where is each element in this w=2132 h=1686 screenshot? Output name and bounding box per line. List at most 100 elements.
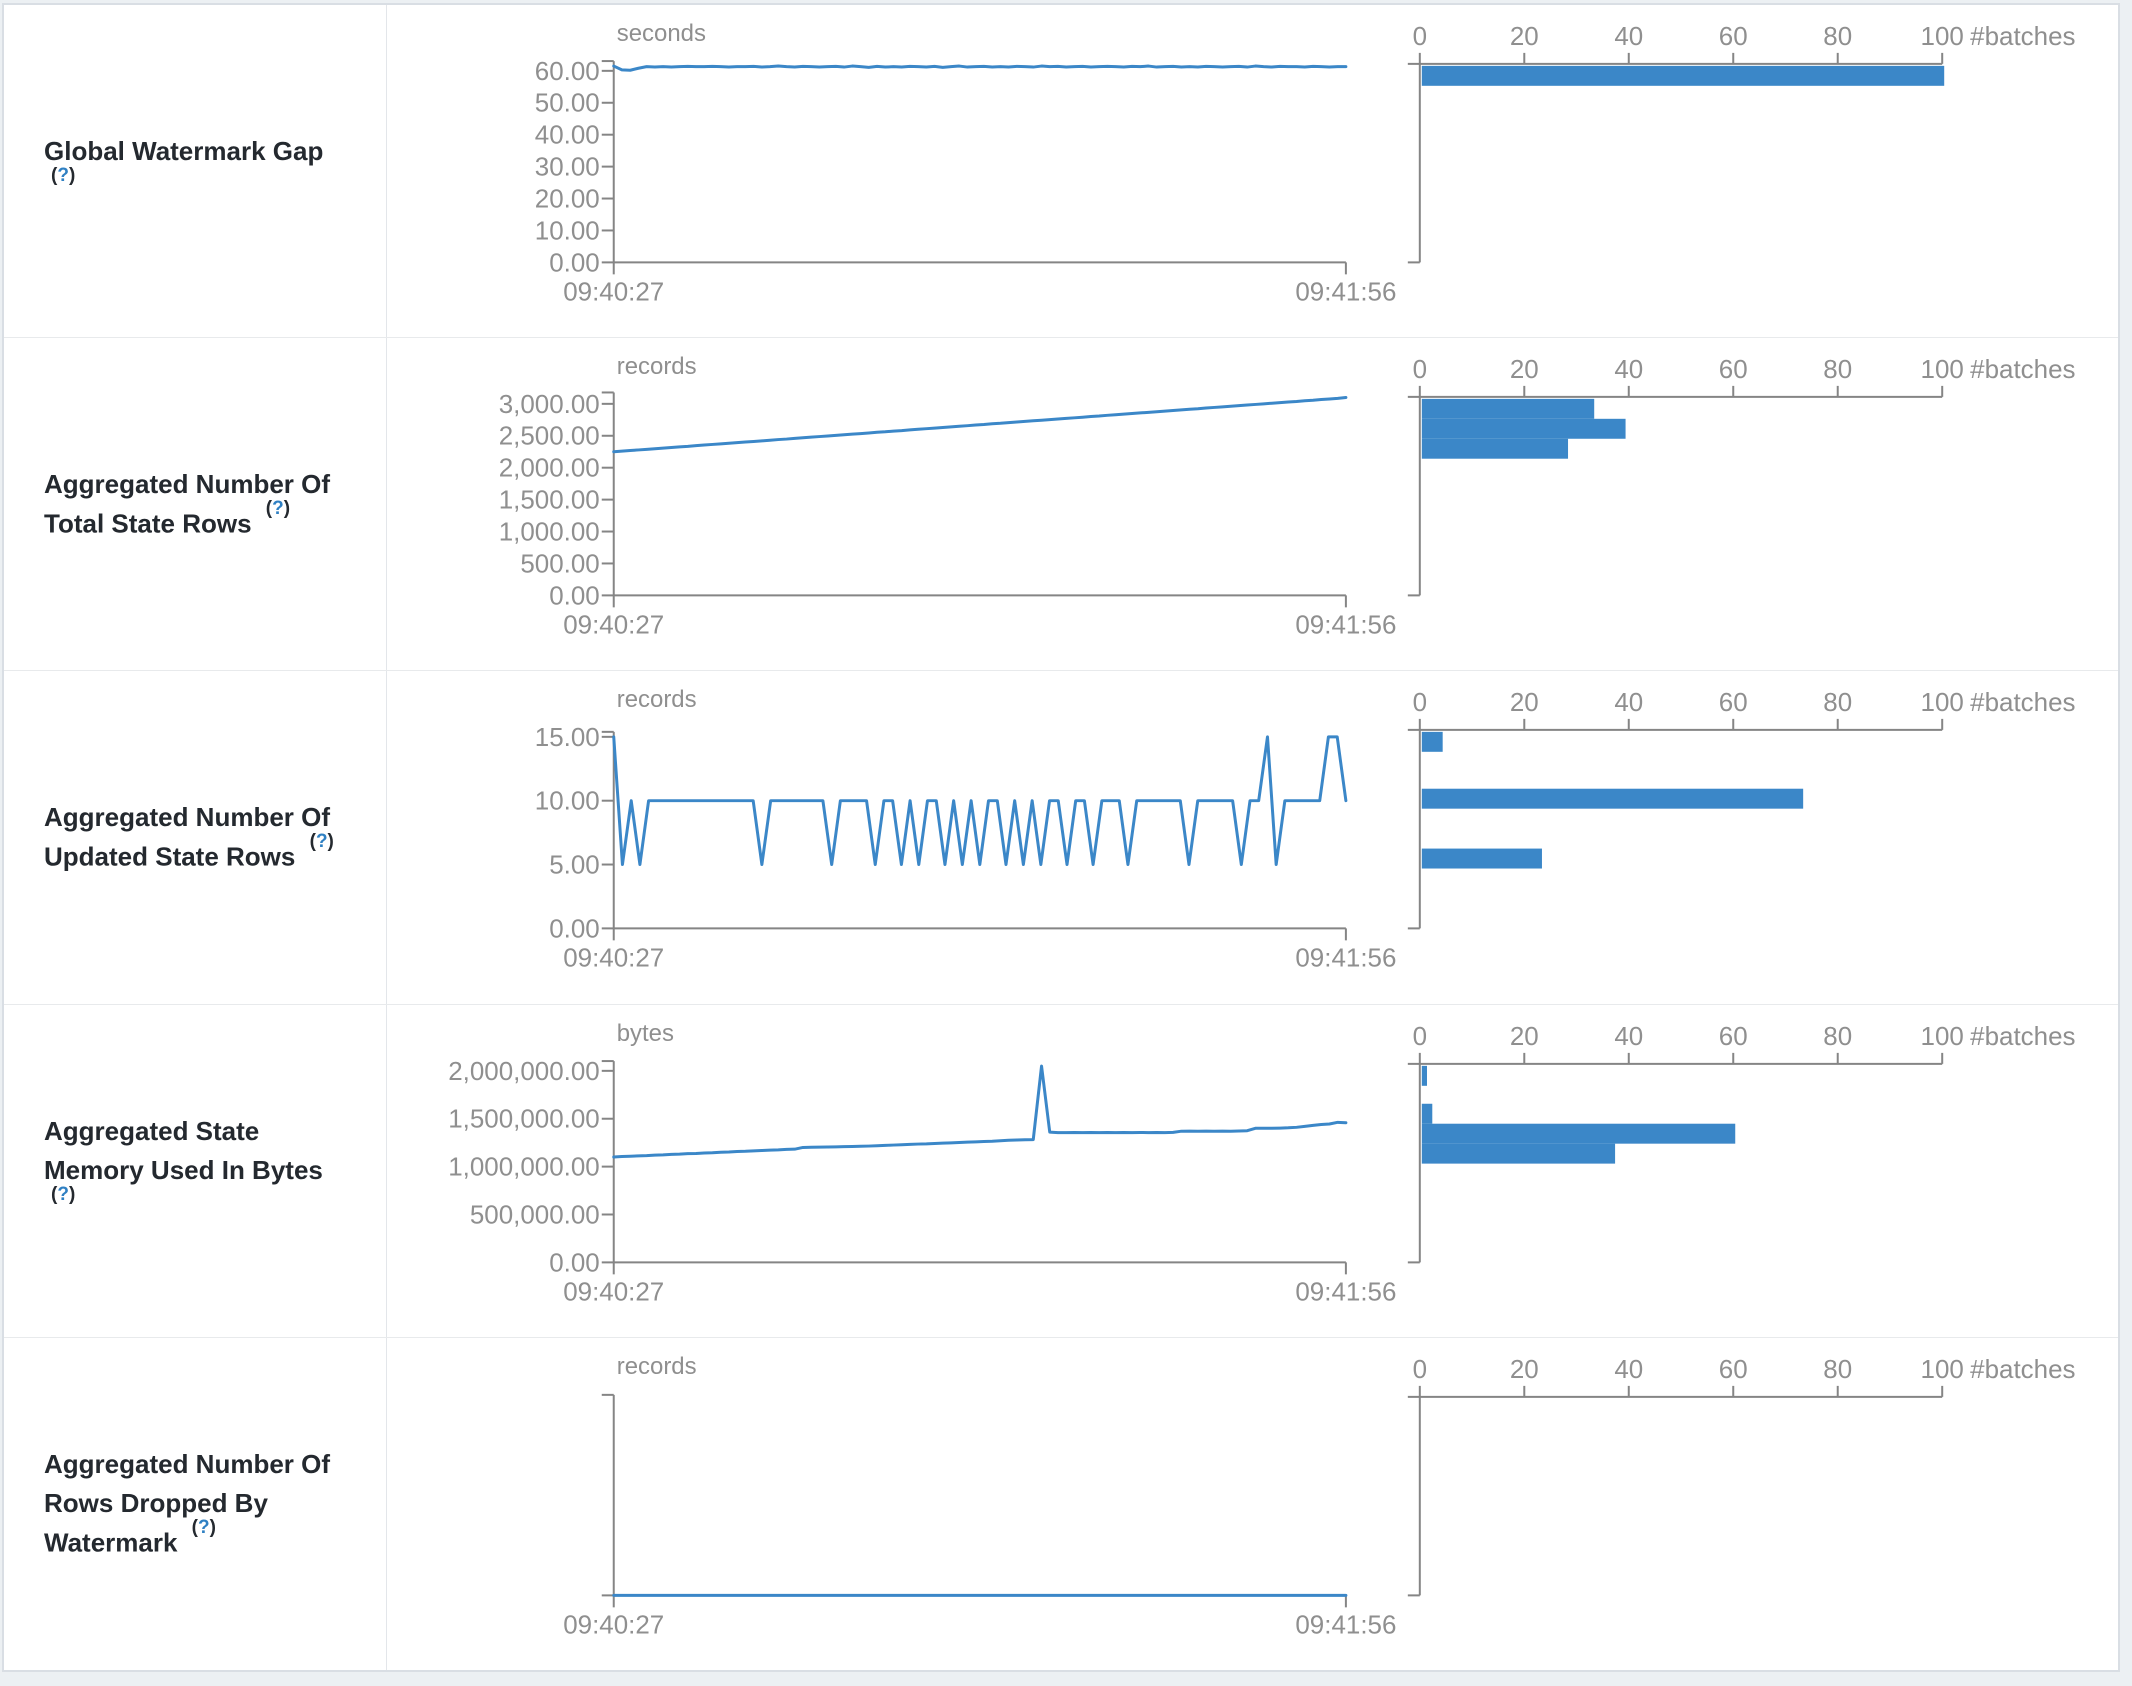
histogram-x-tick-label: 0 <box>1413 689 1427 717</box>
timeline-x-start-label: 09:40:27 <box>563 612 664 640</box>
metric-title: Aggregated Number Of Rows Dropped By Wat… <box>4 1445 354 1563</box>
histogram-x-tick-label: 0 <box>1413 1023 1427 1051</box>
histogram-axis-unit-label: #batches <box>1970 1023 2075 1051</box>
histogram-x-tick-label: 40 <box>1614 23 1643 51</box>
question-mark-icon: ? <box>315 831 328 853</box>
histogram-axis-unit-label: #batches <box>1970 23 2075 51</box>
timeline-series-line <box>612 735 1348 867</box>
histogram-x-tick-label: 60 <box>1719 23 1748 51</box>
histogram-x-tick-label: 80 <box>1823 1023 1852 1051</box>
metric-label-cell: Aggregated State Memory Used In Bytes (?… <box>4 1004 387 1337</box>
help-icon[interactable]: (?) <box>191 1517 216 1539</box>
help-icon[interactable]: (?) <box>51 1183 76 1205</box>
timeline-y-tick-label: 500,000.00 <box>470 1201 600 1229</box>
timeline-x-end-label: 09:41:56 <box>1295 945 1396 973</box>
histogram-x-tick-label: 80 <box>1823 356 1852 384</box>
histogram-x-tick-label: 20 <box>1510 689 1539 717</box>
histogram-x-tick-label: 100 <box>1921 23 1964 51</box>
histogram-bar <box>1421 1143 1616 1164</box>
timeline-y-tick-label: 40.00 <box>535 122 600 150</box>
metric-row-aggregated-number-of-rows-dropped-by-watermark: Aggregated Number Of Rows Dropped By Wat… <box>4 1336 2118 1671</box>
question-mark-icon: ? <box>57 1183 69 1205</box>
histogram-x-tick-label: 100 <box>1921 689 1964 717</box>
histogram-x-tick-label: 20 <box>1510 356 1539 384</box>
question-mark-icon: ? <box>198 1517 210 1539</box>
metric-charts-svg: records 3,000.00 2,500.00 2,000.00 1,500.00 1… <box>499 353 2076 640</box>
histogram-x-tick-label: 40 <box>1614 1356 1643 1384</box>
metric-row-aggregated-number-of-total-state-rows: Aggregated Number Of Total State Rows (?… <box>4 337 2118 671</box>
timeline-x-end-label: 09:41:56 <box>1295 1611 1396 1639</box>
timeline-y-tick-label: 30.00 <box>535 154 600 182</box>
charts-cell: records 09:40:27 09:41:56 0 20 40 60 80 100 #batc… <box>387 1338 2118 1670</box>
timeline-y-tick-label: 1,500.00 <box>499 487 600 515</box>
histogram-x-tick-label: 60 <box>1719 1356 1748 1384</box>
metric-title-text: Aggregated Number Of Total State Rows <box>44 468 331 539</box>
timeline-x-start-label: 09:40:27 <box>563 945 664 973</box>
histogram-x-tick-label: 40 <box>1614 689 1643 717</box>
question-mark-icon: ? <box>57 164 69 186</box>
metric-title-text: Aggregated Number Of Rows Dropped By Wat… <box>44 1449 331 1558</box>
timeline-y-tick-label: 2,500.00 <box>499 423 600 451</box>
histogram-x-tick-label: 60 <box>1719 689 1748 717</box>
metric-title: Global Watermark Gap (?) <box>4 132 354 211</box>
timeline-x-end-label: 09:41:56 <box>1295 612 1396 640</box>
metric-label-cell: Global Watermark Gap (?) <box>4 5 387 338</box>
timeline-series-line <box>612 1064 1348 1159</box>
metric-label-cell: Aggregated Number Of Rows Dropped By Wat… <box>4 1337 387 1671</box>
timeline-series-line <box>612 396 1348 454</box>
timeline-unit-label: seconds <box>617 20 706 47</box>
timeline-unit-label: records <box>617 686 697 713</box>
charts-cell: seconds 60.00 50.00 40.00 30.00 20.00 10.00 0.0… <box>387 5 2118 337</box>
histogram-x-tick-label: 0 <box>1413 356 1427 384</box>
timeline-x-start-label: 09:40:27 <box>563 278 664 306</box>
timeline-y-tick-label: 0.00 <box>549 583 600 611</box>
histogram-bar <box>1421 848 1542 869</box>
histogram-bar <box>1421 438 1569 459</box>
question-mark-icon: ? <box>272 497 284 519</box>
timeline-y-tick-label: 1,000,000.00 <box>448 1153 600 1181</box>
timeline-y-tick-label: 1,000.00 <box>499 519 600 547</box>
timeline-unit-label: bytes <box>617 1020 674 1047</box>
metric-charts-svg: bytes 2,000,000.00 1,500,000.00 1,000,000.0… <box>448 1020 2075 1306</box>
histogram-bar <box>1421 65 1945 86</box>
histogram-x-tick-label: 40 <box>1614 1023 1643 1051</box>
histogram-x-tick-label: 100 <box>1921 356 1964 384</box>
histogram-x-tick-label: 100 <box>1921 1356 1964 1384</box>
timeline-y-tick-label: 0.00 <box>549 916 600 944</box>
metric-title: Aggregated State Memory Used In Bytes (?… <box>4 1112 354 1230</box>
metric-label-cell: Aggregated Number Of Updated State Rows … <box>4 671 387 1004</box>
charts-cell: bytes 2,000,000.00 1,500,000.00 1,000,000.0… <box>387 1005 2118 1337</box>
charts-cell: records 3,000.00 2,500.00 2,000.00 1,500.00 1… <box>387 338 2118 670</box>
timeline-x-end-label: 09:41:56 <box>1295 278 1396 306</box>
timeline-unit-label: records <box>617 1353 697 1380</box>
timeline-x-start-label: 09:40:27 <box>563 1278 664 1306</box>
metric-title: Aggregated Number Of Updated State Rows … <box>4 798 354 877</box>
histogram-bar <box>1421 1123 1736 1144</box>
histogram-axis-unit-label: #batches <box>1970 689 2075 717</box>
histogram-bar <box>1421 1103 1433 1124</box>
timeline-y-tick-label: 500.00 <box>520 551 599 579</box>
histogram-bar <box>1421 419 1626 439</box>
help-icon[interactable]: (?) <box>309 831 334 853</box>
timeline-y-tick-label: 60.00 <box>535 58 600 86</box>
metric-row-aggregated-state-memory-used-in-bytes: Aggregated State Memory Used In Bytes (?… <box>4 1003 2118 1337</box>
metric-charts-svg: records 09:40:27 09:41:56 0 20 40 60 80 100 #batc… <box>563 1353 2075 1639</box>
metric-row-global-watermark-gap: Global Watermark Gap (?) seconds 60.00 50.0… <box>4 5 2118 338</box>
metric-title-text: Aggregated Number Of Updated State Rows <box>44 802 331 872</box>
histogram-x-tick-label: 80 <box>1823 23 1852 51</box>
histogram-x-tick-label: 20 <box>1510 1023 1539 1051</box>
timeline-x-end-label: 09:41:56 <box>1295 1278 1396 1306</box>
histogram-bar <box>1421 732 1443 753</box>
timeline-y-tick-label: 0.00 <box>549 1249 600 1277</box>
timeline-y-tick-label: 2,000,000.00 <box>448 1057 600 1085</box>
timeline-y-tick-label: 10.00 <box>535 217 600 245</box>
timeline-series-line <box>612 64 1348 72</box>
timeline-y-tick-label: 50.00 <box>535 90 600 118</box>
histogram-x-tick-label: 0 <box>1413 23 1427 51</box>
timeline-y-tick-label: 0.00 <box>549 249 600 277</box>
help-icon[interactable]: (?) <box>265 497 291 519</box>
streaming-statistics-table: Global Watermark Gap (?) seconds 60.00 50.0… <box>2 3 2120 1672</box>
histogram-axis-unit-label: #batches <box>1970 356 2075 384</box>
help-icon[interactable]: (?) <box>51 164 76 186</box>
